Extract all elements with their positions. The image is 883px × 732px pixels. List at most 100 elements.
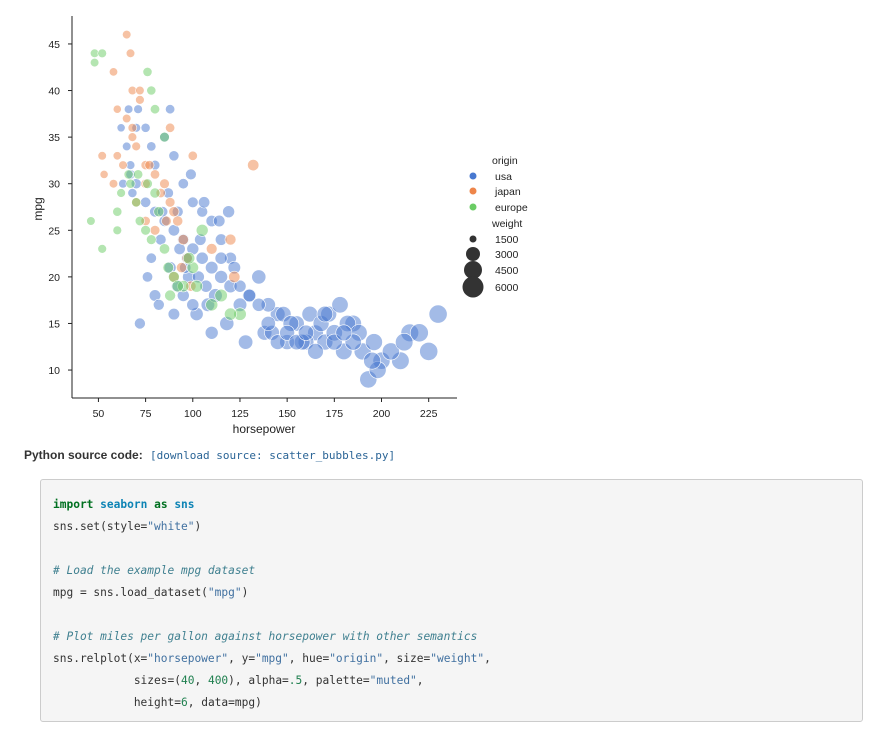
data-point-japan <box>206 243 218 255</box>
y-tick-label: 40 <box>48 86 60 98</box>
legend-marker-europe <box>469 203 477 211</box>
code-string: "mpg" <box>207 586 242 599</box>
data-point-japan <box>187 150 198 161</box>
data-point-europe <box>140 225 151 236</box>
data-point-usa <box>124 104 134 114</box>
data-point-europe <box>182 252 196 265</box>
data-point-europe <box>159 131 170 143</box>
data-point-japan <box>165 122 176 133</box>
legend-size-3000 <box>466 247 480 261</box>
data-point-usa <box>168 150 180 162</box>
code-number: 6 <box>180 696 188 709</box>
legend-size-4500 <box>464 261 482 279</box>
code-module: seaborn <box>100 498 148 511</box>
x-tick-label: 100 <box>184 408 202 420</box>
legend-size-label-6000: 6000 <box>495 282 519 294</box>
data-point-usa <box>214 270 228 284</box>
code-string: "mpg" <box>255 652 289 665</box>
data-point-japan <box>131 141 141 152</box>
data-point-europe <box>112 206 123 217</box>
data-point-japan <box>125 48 136 58</box>
data-point-europe <box>146 85 157 96</box>
data-point-europe <box>224 307 237 321</box>
data-point-japan <box>135 95 145 105</box>
data-point-japan <box>112 151 122 161</box>
code-text: height= <box>53 696 181 709</box>
y-tick-label: 15 <box>48 318 60 330</box>
data-point-europe <box>153 206 165 218</box>
code-text: sizes=( <box>53 674 181 687</box>
data-point-europe <box>89 57 100 68</box>
data-point-europe <box>195 224 209 237</box>
code-text: ), alpha= <box>228 674 289 687</box>
code-text: , <box>484 652 491 665</box>
y-tick-label: 30 <box>48 179 60 191</box>
data-point-europe <box>123 169 134 180</box>
data-point-usa <box>363 351 381 370</box>
data-point-usa <box>140 122 151 133</box>
code-text: sns.relplot(x= <box>53 652 148 665</box>
code-text: , data=mpg) <box>187 696 262 709</box>
data-point-europe <box>125 178 136 189</box>
data-point-usa <box>167 308 180 321</box>
data-point-japan <box>99 169 109 179</box>
code-string: "white" <box>147 520 195 533</box>
code-keyword: as <box>154 498 168 511</box>
data-point-europe <box>133 169 144 180</box>
data-point-japan <box>122 113 132 124</box>
code-string: "origin" <box>329 652 384 665</box>
data-point-europe <box>171 280 184 293</box>
data-point-usa <box>187 196 199 209</box>
code-module: sns <box>174 498 195 511</box>
x-tick-label: 225 <box>420 408 438 420</box>
legend-size-label-3000: 3000 <box>495 249 519 261</box>
data-point-usa <box>409 323 429 343</box>
code-number: 40 <box>180 674 195 687</box>
data-point-europe <box>86 216 96 226</box>
data-point-europe <box>164 289 176 302</box>
code-text: , <box>194 674 208 687</box>
y-tick-label: 10 <box>48 365 60 377</box>
x-tick-labels: 50 75 100 125 150 175 200 225 <box>93 398 438 420</box>
data-point-usa <box>251 297 266 312</box>
data-point-japan <box>135 85 145 96</box>
data-point-usa <box>395 333 414 352</box>
x-tick-label: 175 <box>326 408 344 420</box>
data-point-europe <box>149 187 161 199</box>
data-point-usa <box>307 343 324 360</box>
data-point-usa <box>204 325 219 340</box>
code-text: ) <box>241 586 249 599</box>
data-point-usa <box>242 288 256 303</box>
data-point-japan <box>164 197 176 208</box>
data-point-usa <box>213 214 226 228</box>
data-point-usa <box>177 178 189 190</box>
data-point-usa <box>155 233 167 246</box>
y-tick-labels: 10 15 20 25 30 35 40 45 <box>48 39 72 377</box>
legend-marker-usa <box>469 172 477 180</box>
data-point-japan <box>149 225 161 236</box>
data-point-europe <box>150 104 161 115</box>
data-point-japan <box>247 159 260 172</box>
data-point-europe <box>146 234 157 245</box>
data-point-usa <box>185 168 197 181</box>
y-tick-label: 35 <box>48 132 60 144</box>
code-text: , <box>416 674 424 687</box>
data-point-usa <box>316 305 334 323</box>
data-point-usa <box>153 298 165 311</box>
code-text: sns.set(style= <box>53 520 148 533</box>
data-point-japan <box>108 179 119 189</box>
x-tick-label: 150 <box>278 408 296 420</box>
data-point-japan <box>144 160 155 170</box>
download-source-link[interactable]: [download source: scatter_bubbles.py] <box>150 449 396 462</box>
data-point-japan <box>176 262 187 273</box>
data-point-usa <box>165 104 176 115</box>
y-tick-label: 25 <box>48 225 60 237</box>
data-point-europe <box>190 279 203 293</box>
data-point-japan <box>127 123 138 133</box>
code-string: "weight" <box>430 652 485 665</box>
data-point-usa <box>365 333 383 351</box>
data-point-usa <box>222 205 235 218</box>
y-axis-label: mpg <box>31 197 45 220</box>
data-point-japan <box>112 104 122 114</box>
code-comment: # Load the example mpg dataset <box>53 564 256 577</box>
